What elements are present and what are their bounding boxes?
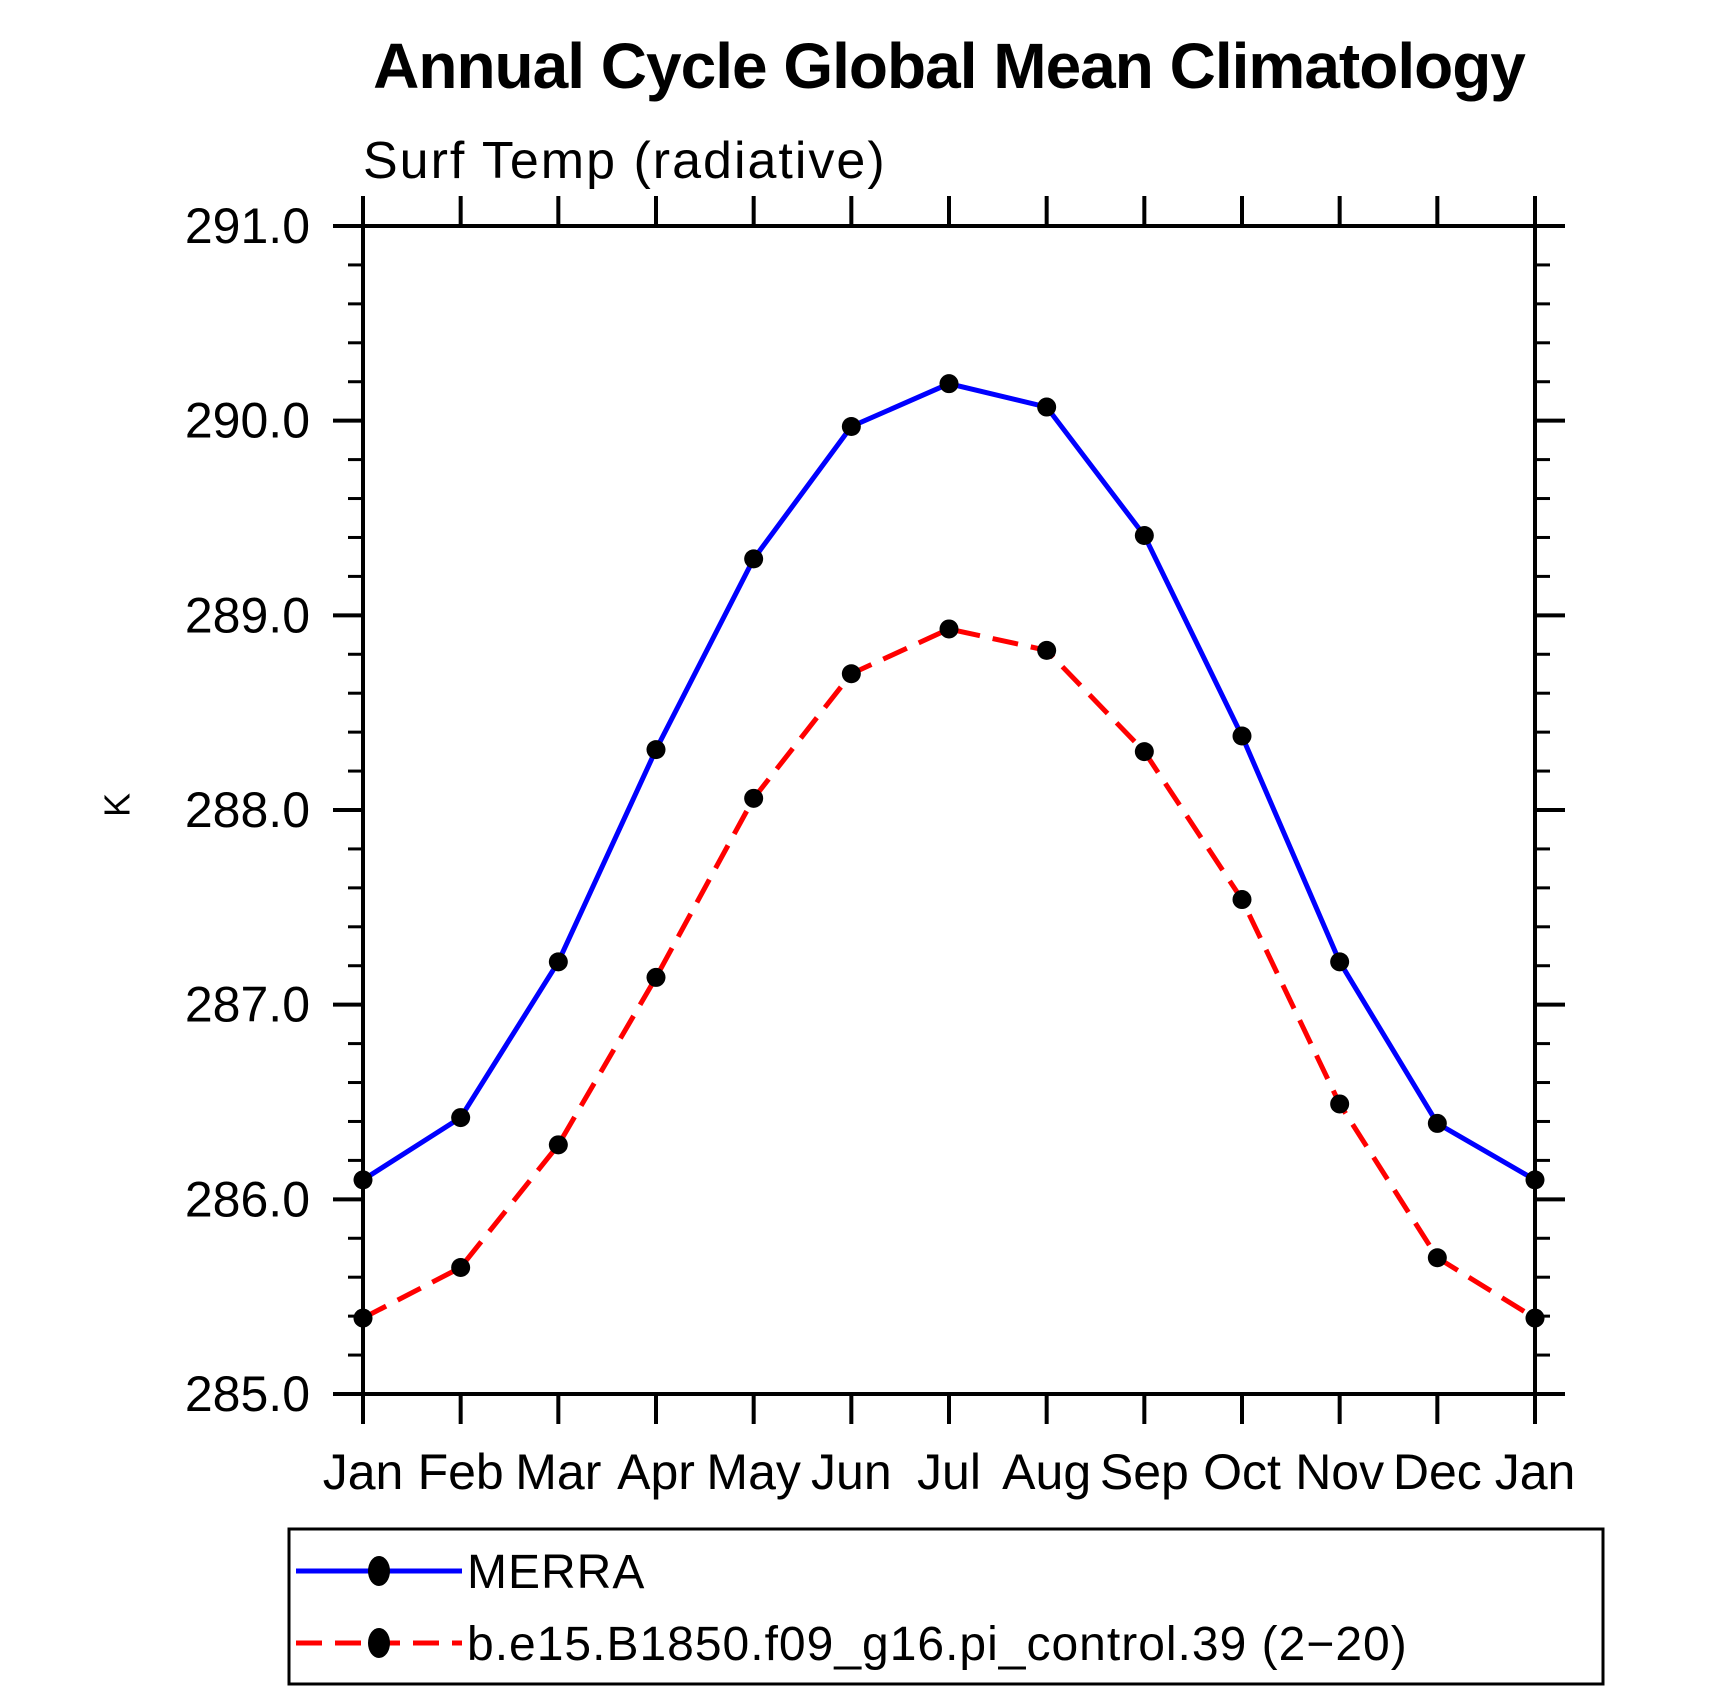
data-point bbox=[939, 619, 959, 639]
data-point bbox=[451, 1257, 471, 1277]
y-tick-label: 286.0 bbox=[185, 1171, 310, 1227]
data-point bbox=[353, 1170, 373, 1190]
y-tick-label: 287.0 bbox=[185, 977, 310, 1033]
x-tick-label: Jan bbox=[1495, 1444, 1576, 1500]
plot-frame-box bbox=[361, 224, 1537, 1396]
plot-frame bbox=[361, 224, 1537, 1396]
legend-label-merra: MERRA bbox=[467, 1546, 645, 1599]
data-point bbox=[1134, 742, 1154, 762]
legend-marker-merra bbox=[368, 1556, 390, 1586]
data-point bbox=[1037, 640, 1057, 660]
legend-box bbox=[287, 1527, 1605, 1686]
y-tick-label: 285.0 bbox=[185, 1366, 310, 1422]
data-point bbox=[1134, 526, 1154, 546]
y-tick-label: 290.0 bbox=[185, 393, 310, 449]
chart-subtitle: Surf Temp (radiative) bbox=[363, 132, 887, 190]
data-point bbox=[1330, 1094, 1350, 1114]
x-tick-label: Nov bbox=[1295, 1444, 1384, 1500]
data-point bbox=[744, 788, 764, 808]
x-tick-label: Aug bbox=[1002, 1444, 1091, 1500]
series-line-1 bbox=[361, 626, 1537, 1321]
y-tick-label: 289.0 bbox=[185, 587, 310, 643]
data-point bbox=[353, 1308, 373, 1328]
data-point bbox=[939, 374, 959, 394]
x-tick-label: Dec bbox=[1393, 1444, 1482, 1500]
chart-title: Annual Cycle Global Mean Climatology bbox=[373, 30, 1526, 102]
data-point bbox=[1330, 952, 1350, 972]
x-tick-label: Mar bbox=[515, 1444, 601, 1500]
data-point bbox=[841, 664, 861, 684]
axis-ticks-and-labels: Jan Feb Mar Apr May Jun Jul Aug Sep Oct Nov Dec Jan2… bbox=[185, 196, 1575, 1500]
x-tick-label: Jun bbox=[811, 1444, 892, 1500]
y-tick-label: 291.0 bbox=[185, 198, 310, 254]
data-point bbox=[548, 952, 568, 972]
series-line-0 bbox=[361, 381, 1537, 1183]
x-tick-label: Oct bbox=[1203, 1444, 1281, 1500]
y-axis-label: K bbox=[97, 793, 138, 817]
x-tick-label: Feb bbox=[418, 1444, 504, 1500]
legend: MERRA b.e15.B1850.f09_g16.pi_control.39 … bbox=[287, 1527, 1605, 1686]
data-points bbox=[353, 374, 1545, 1328]
data-point bbox=[548, 1135, 568, 1155]
data-point bbox=[1427, 1113, 1447, 1133]
legend-marker-model bbox=[368, 1628, 390, 1658]
x-tick-label: Jul bbox=[917, 1444, 981, 1500]
legend-label-model: b.e15.B1850.f09_g16.pi_control.39 (2−20) bbox=[467, 1618, 1408, 1671]
x-tick-label: Apr bbox=[617, 1444, 695, 1500]
data-point bbox=[841, 417, 861, 437]
data-point bbox=[1037, 397, 1057, 417]
x-tick-label: May bbox=[706, 1444, 800, 1500]
x-tick-label: Sep bbox=[1100, 1444, 1189, 1500]
y-tick-label: 288.0 bbox=[185, 782, 310, 838]
data-point bbox=[1427, 1248, 1447, 1268]
data-point bbox=[646, 740, 666, 760]
data-point bbox=[1525, 1308, 1545, 1328]
data-point bbox=[1232, 890, 1252, 910]
series-lines bbox=[361, 381, 1537, 1321]
data-point bbox=[646, 967, 666, 987]
data-point bbox=[1232, 726, 1252, 746]
data-point bbox=[744, 549, 764, 569]
data-point bbox=[1525, 1170, 1545, 1190]
x-tick-label: Jan bbox=[323, 1444, 404, 1500]
data-point bbox=[451, 1108, 471, 1128]
